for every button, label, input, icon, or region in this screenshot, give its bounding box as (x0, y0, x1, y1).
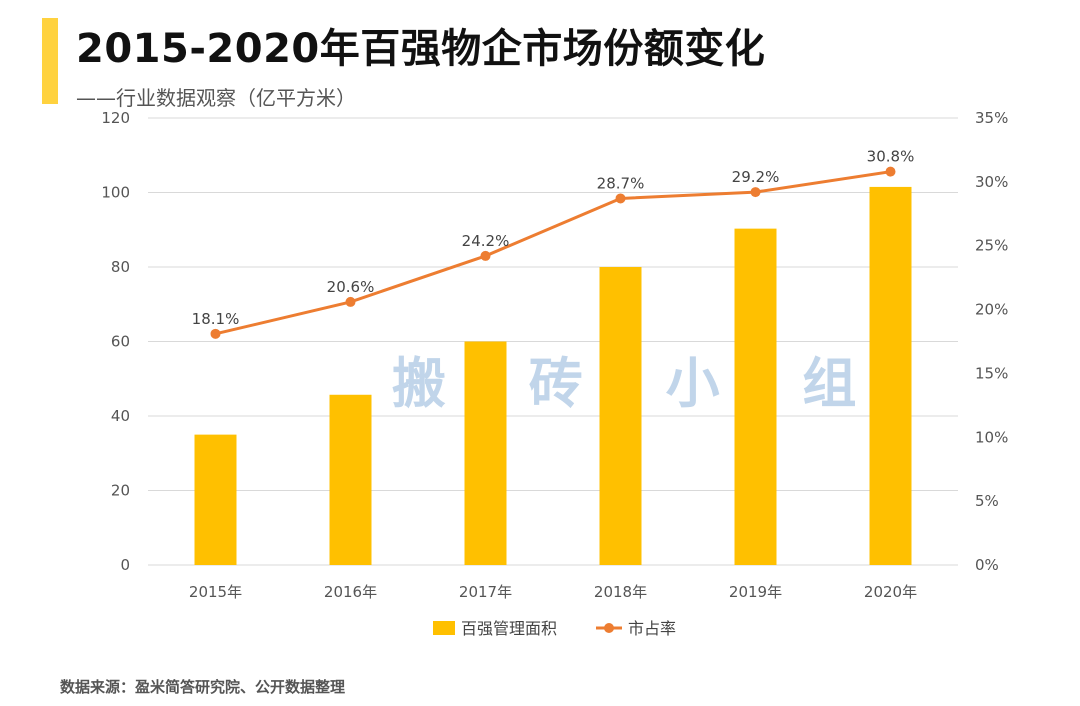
right-tick-label: 10% (975, 428, 1008, 446)
x-tick-label: 2018年 (594, 583, 647, 601)
x-tick-label: 2019年 (729, 583, 782, 601)
line-point (345, 296, 356, 307)
line-point (615, 193, 626, 204)
right-tick-label: 35% (975, 109, 1008, 127)
right-tick-label: 15% (975, 364, 1008, 382)
right-tick-label: 5% (975, 492, 999, 510)
bar-series (194, 186, 912, 565)
bar (329, 394, 372, 565)
left-tick-label: 40 (111, 407, 130, 425)
legend-line-marker (604, 623, 614, 633)
left-tick-label: 0 (120, 556, 130, 574)
title-accent-bar (42, 18, 58, 104)
left-tick-label: 100 (101, 184, 130, 202)
x-tick-label: 2015年 (189, 583, 242, 601)
line-path (215, 170, 891, 336)
right-axis-ticks: 0% 5% 10% 15% 20% 25% 30% 35% (975, 109, 1008, 574)
right-tick-label: 20% (975, 301, 1008, 319)
watermark: 搬 砖 小 组 (392, 352, 888, 415)
data-label: 30.8% (867, 148, 915, 166)
line-point (480, 250, 491, 261)
line-point (210, 328, 221, 339)
legend: 百强管理面积 市占率 (433, 619, 676, 638)
left-tick-label: 20 (111, 482, 130, 500)
x-tick-label: 2016年 (324, 583, 377, 601)
right-tick-label: 0% (975, 556, 999, 574)
grid-lines (148, 117, 958, 566)
left-tick-label: 60 (111, 333, 130, 351)
data-label: 28.7% (597, 174, 645, 192)
bar (599, 267, 642, 565)
x-tick-label: 2017年 (459, 583, 512, 601)
bar (194, 434, 237, 565)
legend-bar-label: 百强管理面积 (461, 619, 557, 638)
page-subtitle: ——行业数据观察（亿平方米） (76, 86, 356, 110)
right-tick-label: 30% (975, 173, 1008, 191)
data-label: 20.6% (327, 278, 375, 296)
line-point (750, 187, 761, 198)
legend-bar-swatch (433, 621, 455, 635)
x-axis-ticks: 2015年 2016年 2017年 2018年 2019年 2020年 (189, 583, 917, 601)
bar (734, 228, 777, 565)
data-label: 24.2% (462, 232, 510, 250)
left-axis-ticks: 0 20 40 60 80 100 120 (101, 109, 130, 574)
right-tick-label: 25% (975, 237, 1008, 255)
source-note: 数据来源：盈米简答研究院、公开数据整理 (60, 678, 346, 696)
left-tick-label: 80 (111, 258, 130, 276)
line-series: 18.1% 20.6% 24.2% 28.7% 29.2% 30.8% (192, 148, 915, 339)
line-point (885, 166, 896, 177)
page-title: 2015-2020年百强物企市场份额变化 (76, 26, 766, 72)
bar (464, 341, 507, 565)
left-tick-label: 120 (101, 109, 130, 127)
bar (869, 186, 912, 565)
x-tick-label: 2020年 (864, 583, 917, 601)
data-label: 18.1% (192, 310, 240, 328)
legend-line-label: 市占率 (628, 619, 676, 638)
data-label: 29.2% (732, 168, 780, 186)
